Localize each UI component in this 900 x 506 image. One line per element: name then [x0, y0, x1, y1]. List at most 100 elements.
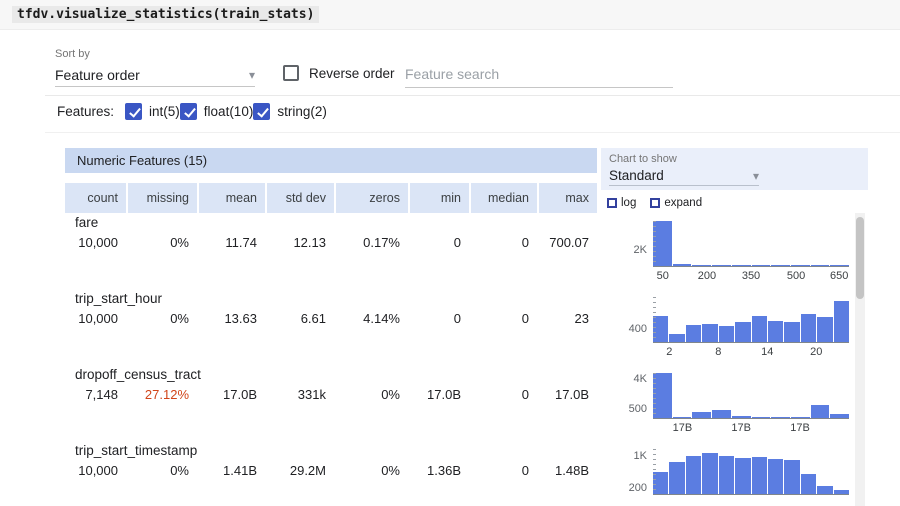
stat-max: 700.07 [549, 235, 589, 250]
feature-name: trip_start_timestamp [75, 443, 198, 458]
histogram-bar[interactable] [669, 334, 685, 342]
reverse-order-control[interactable]: Reverse order [283, 65, 395, 81]
expand-toggle[interactable]: expand [650, 197, 702, 209]
string-filter[interactable]: string(2) [253, 102, 327, 120]
feature-stats-row: 10,000 0% 11.74 12.13 0.17% 0 0 700.07 [65, 234, 597, 251]
histogram-bar[interactable] [810, 404, 830, 418]
string-filter-checkbox[interactable] [253, 102, 271, 120]
histogram-bar[interactable] [800, 473, 817, 494]
histogram-bar[interactable] [790, 417, 810, 418]
scrollbar-track[interactable] [855, 213, 865, 506]
histogram-bar[interactable] [751, 416, 771, 418]
histogram-bar[interactable] [767, 458, 784, 494]
histogram-bar[interactable] [751, 315, 767, 342]
sort-by-dropdown[interactable]: Feature order ▾ [55, 63, 255, 87]
histogram-dropoff_census_tract: 4K 500 17B 17B 17B [601, 365, 853, 441]
histogram-bar[interactable] [692, 411, 712, 418]
feature-name: trip_start_hour [75, 291, 163, 306]
column-header-count: count [65, 183, 126, 213]
histogram-bar[interactable] [833, 300, 850, 342]
scrollbar-thumb[interactable] [856, 217, 864, 299]
histogram-bar[interactable] [669, 461, 685, 494]
histogram-bar[interactable] [653, 315, 669, 342]
stat-max: 17.0B [555, 387, 589, 402]
histogram-bar[interactable] [672, 417, 692, 418]
histogram-bar[interactable] [685, 324, 702, 342]
histogram-bar[interactable] [751, 456, 767, 494]
histogram-bar[interactable] [817, 317, 833, 342]
log-toggle[interactable]: log [607, 197, 636, 209]
histogram-bar[interactable] [784, 460, 800, 494]
column-header-mean: mean [199, 183, 265, 213]
histogram-bar[interactable] [817, 486, 833, 494]
reverse-order-label: Reverse order [309, 65, 395, 81]
x-axis-labels: 2 8 14 20 [653, 346, 849, 359]
notebook-code-cell[interactable]: tfdv.visualize_statistics(train_stats) [0, 0, 900, 30]
table-row: trip_start_hour 10,000 0% 13.63 6.61 4.14% 0 0 2… [65, 289, 597, 365]
histogram-bar[interactable] [702, 452, 718, 494]
feature-stats-row: 10,000 0% 1.41B 29.2M 0% 1.36B 0 1.48B [65, 462, 597, 479]
stat-missing: 27.12% [144, 387, 189, 402]
float-filter-checkbox[interactable] [179, 102, 197, 120]
histogram-bar[interactable] [718, 325, 735, 342]
histogram-bar[interactable] [672, 264, 692, 266]
feature-name: dropoff_census_tract [75, 367, 201, 382]
column-header-max: max [539, 183, 597, 213]
histogram-bar[interactable] [771, 265, 790, 266]
histogram-bar[interactable] [767, 321, 784, 342]
chart-to-show-panel: Chart to show Standard ▾ [601, 148, 868, 190]
histogram-bar[interactable] [735, 458, 751, 494]
histogram-bar[interactable] [830, 414, 850, 418]
histogram-bar[interactable] [653, 471, 669, 494]
histogram-bar[interactable] [790, 265, 810, 266]
log-label: log [621, 197, 637, 209]
stat-mean: 11.74 [225, 235, 257, 250]
histogram-bar[interactable] [735, 322, 751, 342]
float-filter[interactable]: float(10) [179, 102, 253, 120]
sort-by-label: Sort by [55, 48, 90, 60]
stat-min: 0 [453, 311, 461, 326]
histogram-bar[interactable] [712, 265, 731, 266]
x-tick-label: 17B [672, 422, 693, 434]
x-tick-label: 8 [715, 346, 722, 358]
histogram-bar[interactable] [810, 265, 830, 266]
histogram-fare: 2K 50 200 350 500 650 [601, 213, 853, 289]
stat-mean: 17.0B [223, 387, 257, 402]
table-row: fare 10,000 0% 11.74 12.13 0.17% 0 0 700.07 [65, 213, 597, 289]
histogram-bar[interactable] [731, 415, 751, 418]
histogram-bar[interactable] [712, 410, 731, 418]
y-axis-labels: 400 [601, 297, 653, 343]
log-checkbox[interactable] [607, 198, 617, 208]
int-filter[interactable]: int(5) [125, 102, 180, 120]
feature-search-input[interactable] [405, 60, 673, 88]
histogram-bar[interactable] [830, 265, 850, 266]
histogram-bar[interactable] [771, 417, 790, 418]
reverse-order-checkbox[interactable] [283, 65, 299, 81]
histogram-bar[interactable] [784, 322, 800, 342]
histogram-bar[interactable] [653, 373, 672, 418]
expand-checkbox[interactable] [650, 198, 661, 208]
table-header-row: count missing mean std dev zeros min med… [65, 183, 597, 213]
column-header-median: median [471, 183, 537, 213]
histogram-bar[interactable] [751, 265, 771, 266]
stat-count: 10,000 [78, 463, 118, 478]
int-filter-checkbox[interactable] [125, 102, 143, 120]
table-title-text: Numeric Features (15) [77, 153, 208, 168]
stat-count: 10,000 [78, 235, 118, 250]
chart-type-dropdown[interactable]: Standard ▾ [609, 168, 759, 186]
stat-mean: 1.41B [223, 463, 257, 478]
histogram-bars [653, 297, 850, 343]
histogram-bar[interactable] [685, 455, 702, 494]
x-tick-label: 2 [666, 346, 673, 358]
histogram-bar[interactable] [718, 455, 735, 494]
histogram-bar[interactable] [731, 265, 751, 266]
histogram-bar[interactable] [653, 221, 672, 266]
histogram-bar[interactable] [800, 314, 817, 342]
histogram-bar[interactable] [692, 264, 712, 266]
x-tick-label: 17B [731, 422, 751, 434]
histogram-bar[interactable] [702, 324, 718, 342]
histogram-bar[interactable] [833, 489, 850, 494]
x-axis-labels [653, 498, 849, 506]
histogram-trip_start_timestamp: 1K 200 [601, 441, 853, 506]
stat-std-dev: 331k [297, 387, 326, 402]
